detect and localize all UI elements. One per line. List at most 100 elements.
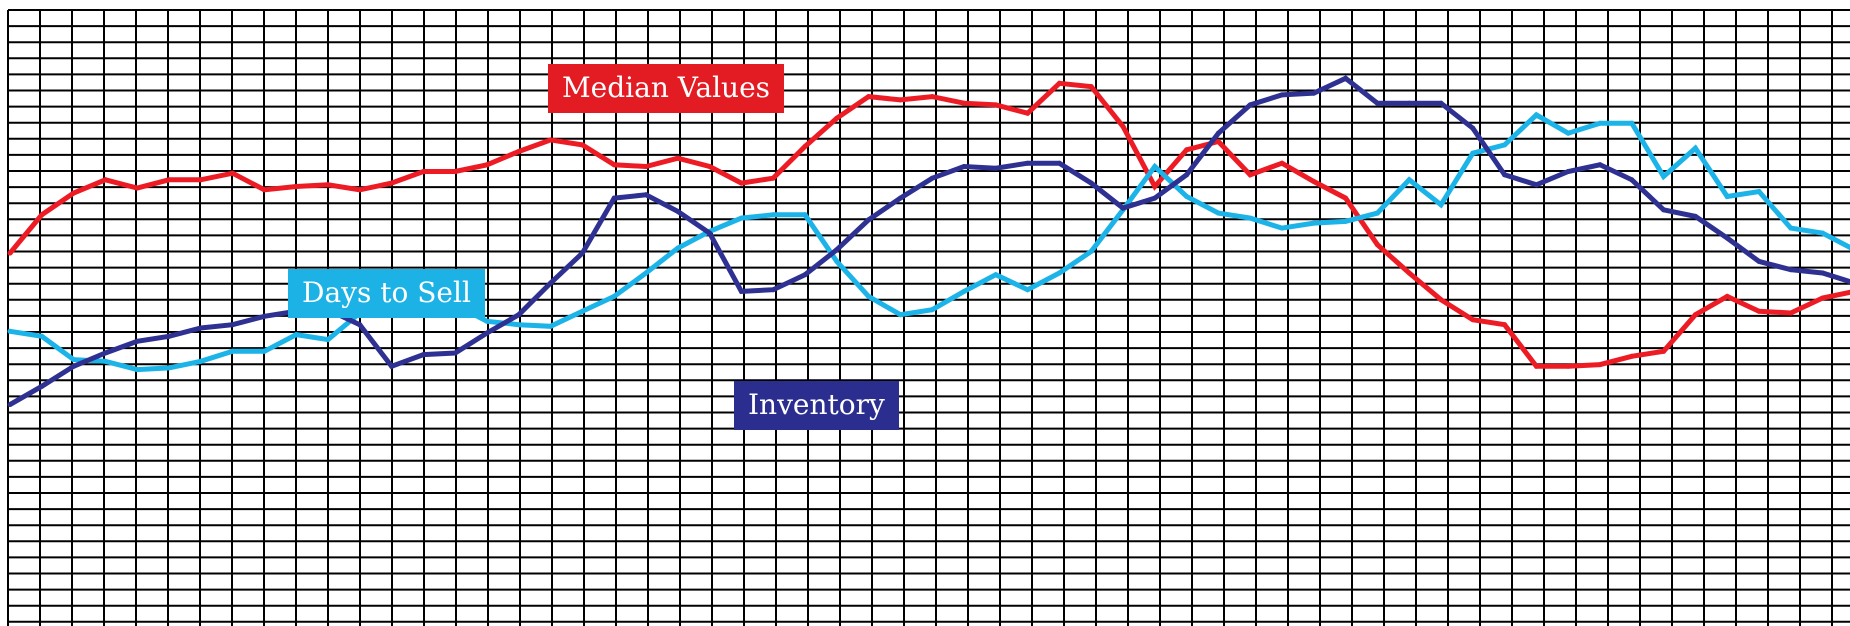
inventory-point bbox=[897, 195, 903, 201]
days-to-sell-point bbox=[802, 212, 808, 218]
days-to-sell-point bbox=[1406, 177, 1412, 183]
inventory-point bbox=[389, 363, 395, 369]
days-to-sell-point bbox=[1629, 120, 1635, 126]
days-to-sell-point bbox=[1438, 202, 1444, 208]
days-to-sell-point bbox=[230, 348, 236, 354]
median-values-point bbox=[102, 177, 108, 183]
median-values-point bbox=[993, 102, 999, 108]
median-values-point bbox=[39, 212, 45, 218]
inventory-point bbox=[134, 338, 140, 344]
days-to-sell-point bbox=[1343, 218, 1349, 224]
median-values-point bbox=[198, 177, 204, 183]
days-to-sell-point bbox=[1152, 164, 1158, 169]
days-to-sell-point bbox=[1374, 210, 1380, 216]
days-to-sell-point bbox=[1788, 225, 1794, 231]
median-values-point bbox=[166, 177, 172, 183]
chart-grid bbox=[7, 9, 1850, 626]
days-to-sell-point bbox=[484, 318, 490, 324]
median-values-point bbox=[929, 94, 935, 100]
median-values-point bbox=[1343, 195, 1349, 201]
inventory-point bbox=[357, 322, 363, 328]
inventory-point bbox=[1502, 172, 1508, 178]
days-to-sell-point bbox=[993, 272, 999, 278]
inventory-point bbox=[1533, 182, 1539, 188]
inventory-label: Inventory bbox=[734, 381, 899, 430]
days-to-sell-point bbox=[39, 333, 45, 339]
inventory-point bbox=[1629, 177, 1635, 183]
median-values-point bbox=[866, 94, 872, 100]
median-values-point bbox=[897, 97, 903, 103]
inventory-point bbox=[1374, 100, 1380, 106]
median-values-point bbox=[261, 187, 267, 193]
inventory-point bbox=[802, 272, 808, 278]
inventory-point bbox=[1438, 100, 1444, 106]
median-values-point bbox=[1724, 293, 1730, 299]
median-values-point bbox=[293, 184, 299, 189]
inventory-point bbox=[1056, 160, 1062, 166]
days-to-sell-point bbox=[1470, 150, 1476, 156]
median-values-point bbox=[1661, 348, 1667, 354]
inventory-point bbox=[643, 192, 649, 198]
inventory-point bbox=[1215, 130, 1221, 136]
days-to-sell-point bbox=[1565, 130, 1571, 136]
inventory-point bbox=[1311, 90, 1317, 96]
median-values-line bbox=[8, 80, 1850, 369]
days-to-sell-point bbox=[7, 328, 13, 334]
median-values-point bbox=[7, 250, 13, 256]
days-to-sell-point bbox=[1311, 220, 1317, 226]
median-values-point bbox=[1056, 80, 1062, 86]
median-values-point bbox=[1692, 312, 1698, 318]
median-values-point bbox=[1247, 172, 1253, 178]
days-to-sell-point bbox=[611, 293, 617, 299]
days-to-sell-point bbox=[897, 312, 903, 318]
inventory-point bbox=[1470, 125, 1476, 131]
days-to-sell-point bbox=[1215, 210, 1221, 216]
inventory-point bbox=[261, 313, 267, 319]
median-values-point bbox=[738, 180, 744, 186]
median-values-point bbox=[1215, 139, 1221, 144]
days-to-sell-label: Days to Sell bbox=[288, 269, 485, 318]
inventory-point bbox=[1788, 267, 1794, 273]
median-values-point bbox=[1311, 179, 1317, 184]
days-to-sell-point bbox=[1724, 194, 1730, 199]
inventory-point bbox=[7, 402, 13, 408]
median-values-point bbox=[643, 164, 649, 169]
inventory-point bbox=[102, 350, 108, 356]
median-values-point bbox=[1597, 362, 1603, 368]
median-values-point bbox=[611, 162, 617, 168]
median-values-point bbox=[1374, 242, 1380, 248]
inventory-point bbox=[611, 195, 617, 201]
days-to-sell-point bbox=[198, 358, 204, 364]
days-to-sell-point bbox=[1692, 145, 1698, 151]
median-values-point bbox=[1438, 297, 1444, 303]
median-values-point bbox=[1629, 353, 1635, 359]
inventory-point bbox=[484, 330, 490, 336]
median-values-point bbox=[325, 182, 331, 188]
median-values-point bbox=[1184, 147, 1190, 153]
inventory-point bbox=[1088, 180, 1094, 186]
inventory-point bbox=[420, 352, 426, 358]
inventory-point bbox=[929, 175, 935, 181]
days-to-sell-point bbox=[675, 245, 681, 251]
median-values-point bbox=[230, 170, 236, 176]
median-values-point bbox=[1756, 308, 1762, 314]
days-to-sell-point bbox=[738, 215, 744, 221]
inventory-point bbox=[1597, 162, 1603, 168]
inventory-point bbox=[961, 164, 967, 169]
inventory-point bbox=[71, 363, 77, 369]
days-to-sell-point bbox=[293, 332, 299, 338]
inventory-point bbox=[1820, 270, 1826, 276]
days-to-sell-point bbox=[961, 288, 967, 294]
plot-background bbox=[8, 10, 1850, 626]
median-values-point bbox=[389, 180, 395, 186]
median-values-point bbox=[834, 115, 840, 121]
days-to-sell-point bbox=[102, 358, 108, 364]
median-values-point bbox=[707, 164, 713, 169]
days-to-sell-point bbox=[1533, 112, 1539, 118]
median-values-point bbox=[1120, 124, 1126, 129]
median-values-point bbox=[1279, 160, 1285, 166]
inventory-point bbox=[1279, 92, 1285, 98]
days-to-sell-point bbox=[516, 322, 522, 328]
median-values-point bbox=[579, 142, 585, 148]
inventory-point bbox=[1184, 172, 1190, 178]
